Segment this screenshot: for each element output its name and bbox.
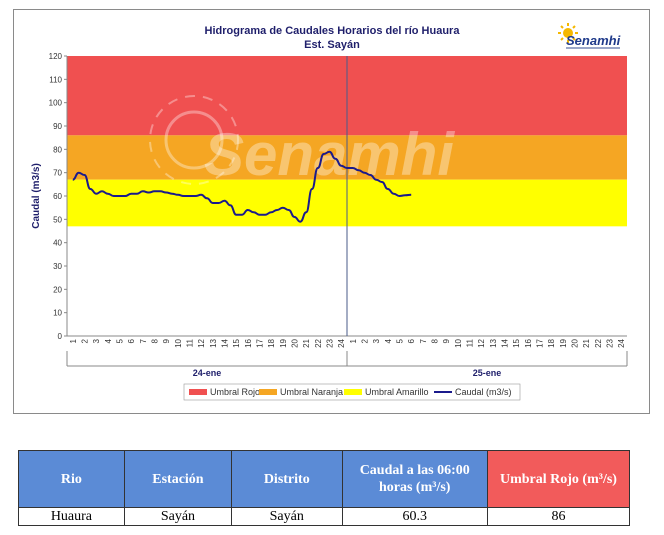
cell-umbral-rojo: 86 xyxy=(486,507,631,526)
x-tick-label: 24 xyxy=(617,338,626,347)
x-tick-label: 21 xyxy=(582,338,591,347)
x-tick-label: 18 xyxy=(267,338,276,347)
y-tick-label: 70 xyxy=(53,169,62,178)
x-tick-label: 13 xyxy=(489,338,498,347)
y-tick-label: 30 xyxy=(53,262,62,271)
legend-swatch-amarillo xyxy=(344,389,362,395)
x-tick-label: 17 xyxy=(536,338,545,347)
y-tick-label: 40 xyxy=(53,239,62,248)
y-tick-label: 10 xyxy=(53,309,62,318)
x-tick-label: 5 xyxy=(396,338,405,343)
x-tick-label: 15 xyxy=(512,338,521,347)
y-tick-label: 0 xyxy=(58,332,63,341)
x-tick-label: 9 xyxy=(442,338,451,343)
x-tick-label: 24 xyxy=(337,338,346,347)
x-tick-label: 19 xyxy=(279,338,288,347)
legend-item-amarillo: Umbral Amarillo xyxy=(365,387,429,397)
x-tick-label: 4 xyxy=(384,338,393,343)
x-tick-label: 14 xyxy=(501,338,510,347)
x-tick-label: 6 xyxy=(127,338,136,343)
header-estacion: Estación xyxy=(123,450,233,508)
x-tick-label: 12 xyxy=(477,338,486,347)
header-umbral-rojo: Umbral Rojo (m³/s) xyxy=(486,450,631,508)
y-tick-label: 20 xyxy=(53,285,62,294)
y-tick-labels: 0 10 20 30 40 50 60 70 80 90 100 110 120 xyxy=(49,52,67,341)
table-row: Huaura Sayán Sayán 60.3 86 xyxy=(18,507,631,526)
x-tick-label: 22 xyxy=(314,338,323,347)
watermark-text: Senamhi xyxy=(204,121,455,188)
watermark-sun-icon xyxy=(149,95,239,185)
x-tick-label: 20 xyxy=(571,338,580,347)
x-tick-label: 10 xyxy=(454,338,463,347)
x-tick-label: 10 xyxy=(174,338,183,347)
x-tick-label: 15 xyxy=(232,338,241,347)
summary-table: Rio Estación Distrito Caudal a las 06:00… xyxy=(18,450,631,526)
legend-item-rojo: Umbral Rojo xyxy=(210,387,260,397)
senamhi-logo: Senamhi xyxy=(558,23,621,49)
header-distrito: Distrito xyxy=(231,450,343,508)
y-tick-label: 120 xyxy=(49,52,63,61)
x-tick-label: 18 xyxy=(547,338,556,347)
header-rio: Rio xyxy=(18,450,125,508)
legend-item-naranja: Umbral Naranja xyxy=(280,387,343,397)
x-tick-label: 8 xyxy=(151,338,160,343)
x-tick-label: 3 xyxy=(92,338,101,343)
x-tick-label: 5 xyxy=(116,338,125,343)
x-tick-label: 4 xyxy=(104,338,113,343)
x-tick-labels: 1 2 3 4 5 6 7 8 9 10 11 12 13 14 15 16 17 18 19 20 21 22 23 24 1… xyxy=(69,338,626,347)
y-tick-label: 90 xyxy=(53,122,62,131)
cell-estacion: Sayán xyxy=(123,507,233,526)
day-label-24-ene: 24-ene xyxy=(193,368,222,378)
y-tick-label: 60 xyxy=(53,192,62,201)
x-tick-label: 16 xyxy=(244,338,253,347)
x-tick-label: 1 xyxy=(349,338,358,343)
chart-legend: Umbral Rojo Umbral Naranja Umbral Amaril… xyxy=(183,383,521,401)
x-tick-label: 19 xyxy=(559,338,568,347)
cell-caudal: 60.3 xyxy=(341,507,488,526)
x-tick-label: 13 xyxy=(209,338,218,347)
x-tick-label: 6 xyxy=(407,338,416,343)
x-tick-label: 2 xyxy=(81,338,90,343)
x-tick-label: 8 xyxy=(431,338,440,343)
header-caudal: Caudal a las 06:00 horas (m³/s) xyxy=(341,450,488,508)
x-tick-label: 7 xyxy=(139,338,148,343)
y-tick-label: 50 xyxy=(53,215,62,224)
legend-swatch-naranja xyxy=(259,389,277,395)
x-tick-label: 14 xyxy=(221,338,230,347)
x-tick-label: 3 xyxy=(372,338,381,343)
y-axis-label: Caudal (m3/s) xyxy=(31,163,42,229)
day-label-25-ene: 25-ene xyxy=(473,368,502,378)
legend-swatch-rojo xyxy=(189,389,207,395)
chart-title: Hidrograma de Caudales Horarios del río … xyxy=(205,25,461,37)
x-tick-label: 11 xyxy=(186,338,195,347)
x-tick-label: 22 xyxy=(594,338,603,347)
cell-distrito: Sayán xyxy=(231,507,343,526)
logo-text: Senamhi xyxy=(566,33,621,48)
x-tick-label: 23 xyxy=(606,338,615,347)
legend-item-caudal: Caudal (m3/s) xyxy=(455,387,512,397)
x-tick-label: 1 xyxy=(69,338,78,343)
x-tick-label: 9 xyxy=(162,338,171,343)
x-tick-label: 16 xyxy=(524,338,533,347)
caudal-series-line xyxy=(72,150,412,223)
y-tick-label: 100 xyxy=(49,99,63,108)
chart-subtitle: Est. Sayán xyxy=(304,39,360,51)
y-tick-label: 110 xyxy=(49,75,62,84)
x-tick-label: 11 xyxy=(466,338,475,347)
table-header-row: Rio Estación Distrito Caudal a las 06:00… xyxy=(18,450,631,508)
y-tick-label: 80 xyxy=(53,145,62,154)
sun-logo-icon xyxy=(558,23,578,43)
x-tick-label: 12 xyxy=(197,338,206,347)
x-tick-label: 20 xyxy=(291,338,300,347)
x-tick-label: 23 xyxy=(326,338,335,347)
x-tick-label: 2 xyxy=(361,338,370,343)
cell-rio: Huaura xyxy=(18,507,125,526)
x-tick-label: 17 xyxy=(256,338,265,347)
x-tick-label: 21 xyxy=(302,338,311,347)
x-tick-label: 7 xyxy=(419,338,428,343)
